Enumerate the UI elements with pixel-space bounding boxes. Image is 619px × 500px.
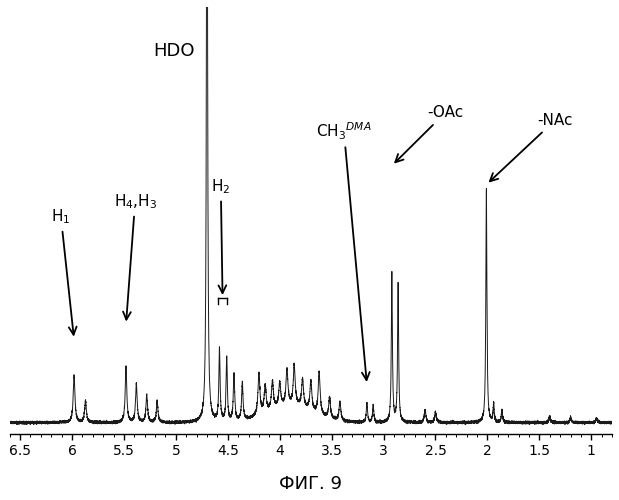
Text: -OAc: -OAc [396,105,464,162]
X-axis label: ФИГ. 9: ФИГ. 9 [279,475,342,493]
Text: H$_4$,H$_3$: H$_4$,H$_3$ [113,192,157,320]
Text: HDO: HDO [153,42,194,60]
Text: -NAc: -NAc [490,113,573,182]
Text: CH$_3$$^{DMA}$: CH$_3$$^{DMA}$ [316,120,371,380]
Text: H$_2$: H$_2$ [211,177,230,293]
Text: H$_1$: H$_1$ [51,208,77,334]
